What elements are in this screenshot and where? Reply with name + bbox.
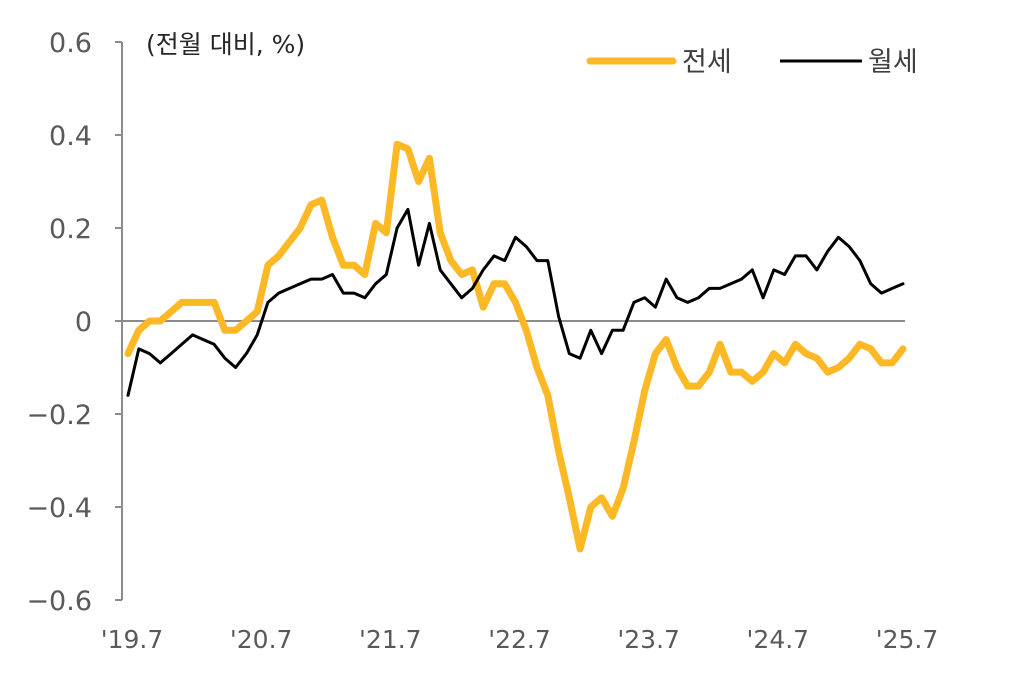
legend-label-jeonse: 전세 [682,47,732,78]
y-tick-label: −0.6 [26,586,92,617]
unit-label: (전월 대비, %) [146,30,305,59]
y-tick-label: 0.4 [49,121,92,152]
x-axis-labels: '19.7 '20.7 '21.7 '22.7 '23.7 '24.7 '25.7 [101,625,939,654]
legend-item-wolse: 월세 [780,47,918,78]
x-tick-label: '22.7 [488,625,551,654]
y-tick-label: 0 [75,307,92,338]
legend: 전세 월세 [586,47,918,78]
series-line-jeonse [124,140,907,553]
x-tick-label: '23.7 [617,625,680,654]
y-axis-labels: 0.6 0.4 0.2 0 −0.2 −0.4 −0.6 [26,28,92,617]
x-tick-label: '19.7 [101,625,164,654]
y-tick-label: −0.2 [26,400,92,431]
y-axis: 0.6 0.4 0.2 0 −0.2 −0.4 −0.6 [26,28,123,617]
y-tick-label: 0.2 [49,214,92,245]
x-tick-label: '20.7 [230,625,293,654]
x-tick-label: '21.7 [359,625,422,654]
y-tick-label: −0.4 [26,493,92,524]
x-tick-label: '25.7 [876,625,939,654]
legend-label-wolse: 월세 [868,47,918,78]
legend-item-jeonse: 전세 [586,47,732,78]
y-tick-label: 0.6 [49,28,92,59]
series-group [124,140,907,553]
series-line-wolse [126,207,905,397]
x-tick-label: '24.7 [747,625,810,654]
